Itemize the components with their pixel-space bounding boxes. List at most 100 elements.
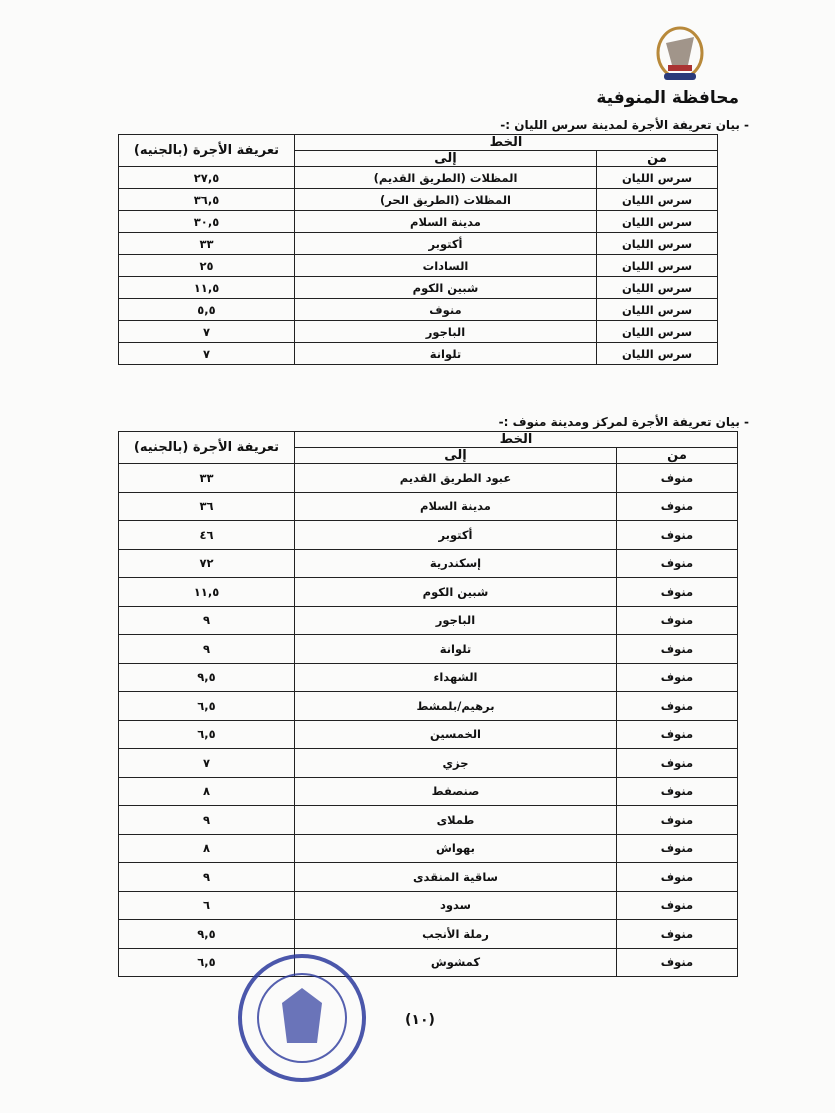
cell-to: جزي [294, 748, 617, 778]
cell-to: الشهداء [294, 662, 617, 692]
table-row: سرس الليان منوف ٥,٥ [118, 298, 718, 321]
cell-from: منوف [616, 662, 738, 692]
cell-to: طملاى [294, 805, 617, 835]
cell-to: بهواش [294, 833, 617, 863]
cell-from: سرس الليان [596, 320, 718, 343]
cell-fare: ٦,٥ [118, 947, 295, 977]
cell-fare: ١١,٥ [118, 276, 295, 299]
table-row: منوف سدود ٦ [118, 890, 738, 920]
cell-from: منوف [616, 890, 738, 920]
header-to: إلى [294, 447, 617, 464]
table-row: سرس الليان أكتوبر ٣٣ [118, 232, 718, 255]
cell-fare: ٧ [118, 320, 295, 343]
cell-from: منوف [616, 862, 738, 892]
cell-to: تلوانة [294, 342, 597, 365]
header-line: الخط [294, 431, 738, 448]
cell-fare: ٨ [118, 833, 295, 863]
header-line: الخط [294, 134, 718, 151]
cell-to: مدينة السلام [294, 491, 617, 521]
cell-to: عبود الطريق القديم [294, 463, 617, 493]
cell-to: الباجور [294, 320, 597, 343]
cell-to: منوف [294, 298, 597, 321]
cell-to: إسكندرية [294, 548, 617, 578]
table-row: منوف تلوانة ٩ [118, 634, 738, 664]
cell-from: منوف [616, 748, 738, 778]
cell-to: السادات [294, 254, 597, 277]
sirs-ellayan-fare-table: الخط تعريفة الأجرة (بالجنيه) من إلى سرس … [118, 134, 718, 365]
header-from: من [596, 150, 718, 167]
cell-from: منوف [616, 605, 738, 635]
cell-to: صنصفط [294, 776, 617, 806]
cell-to: برهيم/بلمشط [294, 691, 617, 721]
cell-fare: ٣٠,٥ [118, 210, 295, 233]
table-row: سرس الليان السادات ٢٥ [118, 254, 718, 277]
cell-fare: ٩,٥ [118, 919, 295, 949]
cell-from: منوف [616, 776, 738, 806]
cell-fare: ٦,٥ [118, 691, 295, 721]
cell-fare: ٢٥ [118, 254, 295, 277]
cell-from: سرس الليان [596, 232, 718, 255]
table-row: منوف بهواش ٨ [118, 833, 738, 863]
cell-from: سرس الليان [596, 298, 718, 321]
cell-to: تلوانة [294, 634, 617, 664]
cell-to: شبين الكوم [294, 276, 597, 299]
cell-fare: ٦,٥ [118, 719, 295, 749]
table-row: منوف الشهداء ٩,٥ [118, 662, 738, 692]
table-row: منوف صنصفط ٨ [118, 776, 738, 806]
cell-from: منوف [616, 548, 738, 578]
cell-to: الخمسين [294, 719, 617, 749]
official-stamp [238, 954, 366, 1082]
table-row: منوف جزي ٧ [118, 748, 738, 778]
table-row: منوف برهيم/بلمشط ٦,٥ [118, 691, 738, 721]
cell-fare: ٩ [118, 862, 295, 892]
cell-fare: ٢٧,٥ [118, 166, 295, 189]
cell-fare: ٥,٥ [118, 298, 295, 321]
cell-from: سرس الليان [596, 254, 718, 277]
cell-fare: ٩ [118, 805, 295, 835]
cell-from: منوف [616, 719, 738, 749]
cell-to: المظلات (الطريق القديم) [294, 166, 597, 189]
cell-fare: ٧٢ [118, 548, 295, 578]
menouf-fare-table: الخط تعريفة الأجرة (بالجنيه) من إلى منوف… [118, 431, 738, 977]
governorate-title: محافظة المنوفية [596, 88, 739, 108]
cell-to: المظلات (الطريق الحر) [294, 188, 597, 211]
cell-to: أكتوبر [294, 520, 617, 550]
cell-from: منوف [616, 833, 738, 863]
table-row: سرس الليان المظلات (الطريق القديم) ٢٧,٥ [118, 166, 718, 189]
table-row: منوف رملة الأنجب ٩,٥ [118, 919, 738, 949]
table2-caption: - بيان تعريفة الأجرة لمركز ومدينة منوف :… [498, 415, 749, 429]
cell-to: أكتوبر [294, 232, 597, 255]
cell-fare: ٩ [118, 634, 295, 664]
cell-from: سرس الليان [596, 276, 718, 299]
cell-from: منوف [616, 691, 738, 721]
cell-from: منوف [616, 919, 738, 949]
table-row: سرس الليان المظلات (الطريق الحر) ٣٦,٥ [118, 188, 718, 211]
cell-fare: ٣٣ [118, 232, 295, 255]
table-row: سرس الليان تلوانة ٧ [118, 342, 718, 365]
header-from: من [616, 447, 738, 464]
table-row: منوف ساقية المنقدى ٩ [118, 862, 738, 892]
table-row: منوف إسكندرية ٧٢ [118, 548, 738, 578]
table-row: منوف الخمسين ٦,٥ [118, 719, 738, 749]
cell-from: منوف [616, 947, 738, 977]
cell-to: رملة الأنجب [294, 919, 617, 949]
cell-from: سرس الليان [596, 166, 718, 189]
table-row: منوف كمشوش ٦,٥ [118, 947, 738, 977]
cell-to: كمشوش [294, 947, 617, 977]
cell-from: منوف [616, 520, 738, 550]
cell-fare: ٤٦ [118, 520, 295, 550]
cell-from: منوف [616, 463, 738, 493]
cell-to: الباجور [294, 605, 617, 635]
governorate-emblem-logo [656, 26, 704, 80]
cell-fare: ٣٦ [118, 491, 295, 521]
cell-fare: ٦ [118, 890, 295, 920]
table-row: منوف أكتوبر ٤٦ [118, 520, 738, 550]
cell-from: منوف [616, 491, 738, 521]
cell-from: سرس الليان [596, 342, 718, 365]
cell-fare: ٧ [118, 342, 295, 365]
header-fare: تعريفة الأجرة (بالجنيه) [118, 134, 295, 167]
cell-from: منوف [616, 577, 738, 607]
cell-from: منوف [616, 634, 738, 664]
table-row: منوف مدينة السلام ٣٦ [118, 491, 738, 521]
cell-to: شبين الكوم [294, 577, 617, 607]
